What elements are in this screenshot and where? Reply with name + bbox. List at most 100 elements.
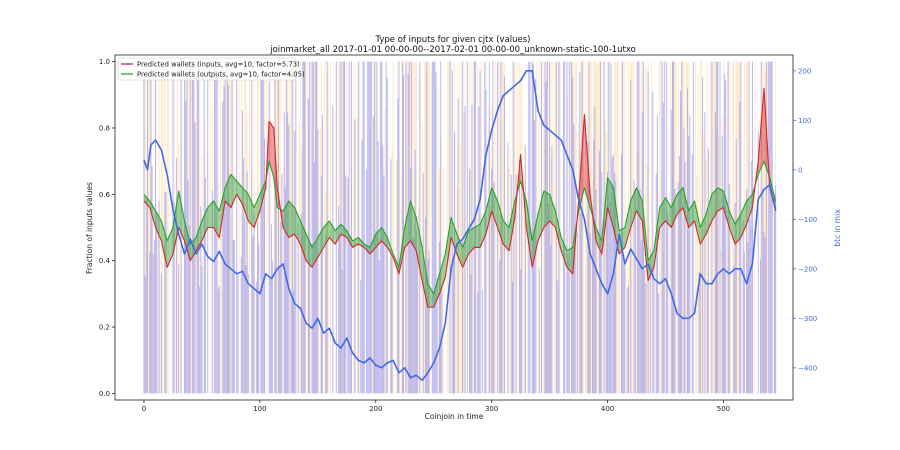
- bar-blue: [722, 195, 724, 394]
- bar-blue: [637, 61, 639, 394]
- bar-blue: [362, 61, 364, 394]
- bar-blue: [377, 141, 379, 394]
- bar-blue: [419, 61, 421, 394]
- bar-blue: [593, 139, 595, 394]
- fill-outputs-above: [317, 227, 324, 258]
- bar-blue: [312, 61, 314, 394]
- bar-blue: [274, 61, 276, 394]
- bar-blue: [521, 182, 523, 394]
- bar-blue: [649, 248, 651, 394]
- bar-blue: [145, 198, 147, 394]
- bar-blue: [321, 114, 323, 394]
- bar-blue: [760, 259, 762, 394]
- bar-blue: [398, 61, 400, 394]
- bar-blue: [232, 240, 234, 394]
- bar-orange: [669, 61, 671, 394]
- bar-blue: [151, 166, 153, 394]
- fill-outputs-above: [225, 174, 231, 208]
- fill-outputs-above: [329, 220, 336, 245]
- bar-blue: [428, 250, 430, 394]
- bar-orange: [718, 135, 720, 394]
- bar-blue: [739, 101, 741, 394]
- bar-blue: [301, 213, 303, 394]
- series-lines-group: [143, 70, 777, 381]
- bar-orange: [276, 61, 278, 394]
- bar-blue: [647, 70, 649, 394]
- bar-blue: [520, 269, 522, 394]
- bar-blue: [412, 237, 414, 394]
- bar-orange: [763, 61, 765, 394]
- bar-blue: [349, 236, 351, 394]
- bar-blue: [263, 138, 266, 394]
- bar-blue: [728, 184, 730, 394]
- bar-orange: [489, 206, 492, 394]
- bar-blue: [290, 293, 292, 394]
- bar-orange: [508, 167, 510, 394]
- y2-tick-label: −100: [798, 216, 817, 224]
- bar-blue: [623, 256, 625, 394]
- bar-orange: [559, 61, 561, 394]
- bar-blue: [164, 191, 166, 394]
- y2-axis-label: btc in mix: [833, 209, 842, 247]
- bar-blue: [308, 98, 310, 394]
- bar-blue: [658, 293, 660, 394]
- bar-orange: [477, 61, 479, 394]
- fill-outputs-above: [178, 191, 185, 241]
- x-axis-ticks: 0 100 200 300 400 500: [142, 400, 730, 413]
- fill-outputs-above: [248, 194, 255, 228]
- bar-blue: [320, 176, 322, 394]
- bar-blue: [438, 241, 441, 394]
- bar-blue: [222, 101, 224, 394]
- bar-orange: [418, 206, 420, 394]
- bar-blue: [237, 273, 239, 394]
- bar-blue: [671, 61, 673, 394]
- y2-tick-label: 0: [798, 166, 802, 174]
- bar-blue: [325, 235, 327, 394]
- bar-blue: [743, 251, 745, 394]
- bar-blue: [180, 61, 182, 394]
- fill-outputs-above: [416, 217, 423, 281]
- bar-blue: [228, 84, 230, 394]
- bar-blue: [674, 188, 676, 394]
- bar-blue: [146, 61, 148, 394]
- bar-orange: [480, 61, 482, 394]
- bar-blue: [663, 61, 665, 394]
- bar-orange: [330, 61, 332, 394]
- bar-blue: [702, 76, 704, 394]
- bar-blue: [294, 131, 296, 394]
- bar-blue: [416, 252, 419, 394]
- bar-orange: [217, 61, 219, 394]
- bar-orange: [430, 61, 432, 394]
- bar-blue: [379, 61, 381, 394]
- bar-blue: [354, 119, 356, 394]
- bar-orange: [447, 61, 449, 394]
- bar-blue: [165, 191, 167, 394]
- bar-orange: [499, 61, 501, 394]
- bar-orange: [413, 61, 415, 394]
- plot-frame: [114, 54, 794, 401]
- bar-orange: [636, 61, 638, 394]
- bar-blue: [288, 124, 290, 394]
- fill-outputs-above: [352, 237, 359, 248]
- bar-blue: [656, 115, 658, 394]
- bar-blue: [615, 180, 617, 394]
- bar-blue: [477, 292, 479, 394]
- bar-blue: [469, 169, 471, 394]
- bar-orange: [648, 227, 650, 394]
- bar-orange: [353, 118, 355, 394]
- bar-blue: [251, 61, 253, 394]
- bar-orange: [221, 199, 223, 394]
- bar-blue: [313, 162, 315, 394]
- bar-blue: [678, 155, 680, 394]
- bar-blue: [524, 145, 526, 394]
- fill-outputs-above: [694, 200, 701, 245]
- bar-blue: [493, 181, 495, 394]
- fill-outputs-above: [254, 194, 260, 228]
- bar-blue: [211, 190, 213, 394]
- bar-blue: [689, 115, 691, 394]
- fill-outputs-above: [561, 237, 567, 268]
- fill-outputs-above: [723, 191, 730, 228]
- bar-blue: [503, 76, 505, 394]
- bar-blue: [375, 230, 377, 394]
- bar-blue: [757, 130, 759, 394]
